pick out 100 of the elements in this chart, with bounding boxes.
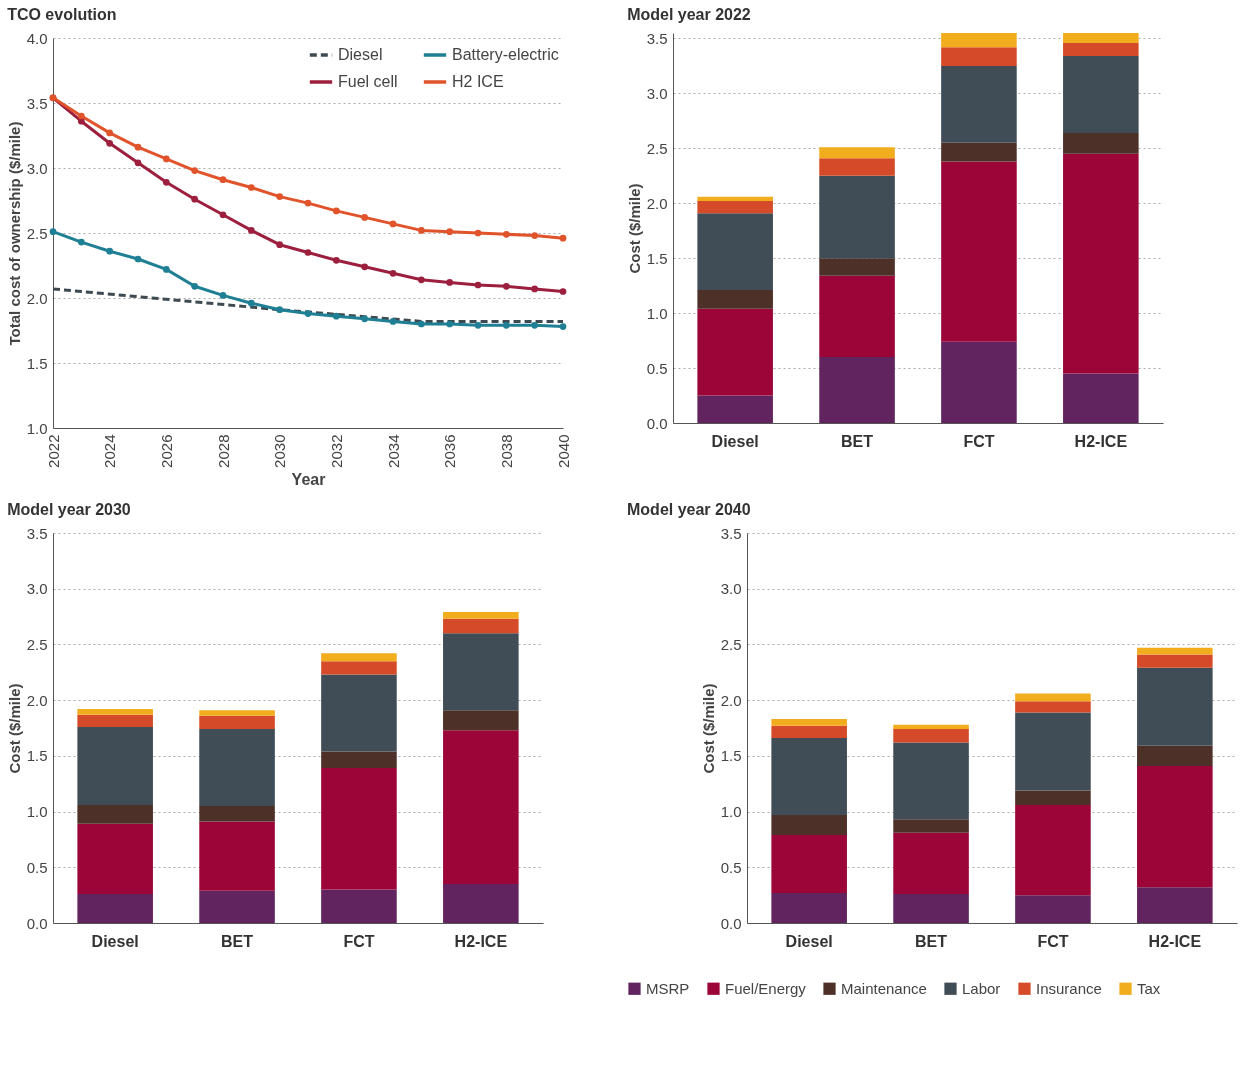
- point: [531, 321, 539, 329]
- bar: [199, 821, 275, 891]
- y-tick-label: 0.0: [646, 414, 668, 432]
- bar: [819, 147, 895, 159]
- y-axis-title: Cost ($/mile): [699, 683, 717, 774]
- bar: [77, 709, 153, 715]
- point: [474, 281, 482, 289]
- y-tick-label: 2.0: [26, 691, 48, 709]
- y-tick-label: 3.0: [26, 159, 48, 177]
- bar: [321, 768, 397, 890]
- point: [247, 299, 255, 307]
- bar: [443, 618, 519, 634]
- x-tick-label: Diesel: [91, 932, 139, 950]
- bar: [697, 201, 773, 214]
- y-tick-label: 1.5: [26, 747, 48, 765]
- bar: [819, 158, 895, 176]
- point: [389, 318, 397, 325]
- bar: [697, 196, 773, 202]
- point: [191, 167, 199, 174]
- bar: [819, 175, 895, 259]
- x-tick-label: 2030: [271, 434, 289, 468]
- bar: [941, 142, 1017, 162]
- y-tick-label: 1.5: [720, 747, 742, 765]
- x-tick-label: Diesel: [711, 432, 759, 450]
- point: [106, 129, 114, 137]
- bar: [77, 804, 153, 824]
- bar: [77, 714, 153, 727]
- x-tick-label: 2022: [44, 434, 62, 468]
- y-tick-label: 4.0: [26, 29, 48, 47]
- bar: [1015, 693, 1091, 702]
- point: [474, 321, 482, 329]
- point: [417, 227, 425, 234]
- point: [49, 228, 57, 236]
- x-tick-label: 2028: [214, 434, 232, 468]
- bar: [1063, 132, 1139, 154]
- bar: [1137, 667, 1213, 746]
- legend-label: Fuel cell: [338, 73, 398, 90]
- x-tick-label: BET: [915, 932, 948, 950]
- y-tick-label: 1.0: [720, 803, 742, 821]
- y-tick-label: 2.5: [26, 635, 48, 653]
- y-tick-label: 0.5: [720, 858, 742, 876]
- point: [474, 229, 482, 237]
- bar: [697, 213, 773, 291]
- y-tick-label: 1.0: [26, 419, 48, 437]
- point: [361, 214, 369, 221]
- y-tick-label: 3.5: [26, 524, 48, 542]
- bar: [1063, 56, 1139, 133]
- y-tick-label: 3.5: [720, 524, 742, 542]
- y-tick-label: 3.5: [26, 94, 48, 112]
- point: [417, 320, 425, 328]
- chart-title: Model year 2030: [7, 501, 131, 518]
- legend-label: Insurance: [1036, 979, 1102, 997]
- point: [389, 220, 397, 228]
- chart-title: Model year 2022: [627, 6, 751, 24]
- x-tick-label: BET: [221, 932, 254, 950]
- x-tick-label: H2-ICE: [1148, 932, 1202, 950]
- y-tick-label: 0.0: [26, 914, 48, 932]
- legend-label: Labor: [962, 979, 1001, 997]
- point: [191, 282, 199, 290]
- point: [361, 315, 369, 323]
- bar: [1015, 701, 1091, 713]
- bar: [77, 823, 153, 895]
- bar: [771, 892, 847, 923]
- bar: [1137, 745, 1213, 766]
- y-tick-label: 3.0: [646, 84, 668, 102]
- point: [162, 155, 170, 163]
- point: [531, 285, 539, 293]
- point: [276, 241, 284, 249]
- bar: [77, 726, 153, 805]
- point: [446, 228, 454, 236]
- y-axis-title: Cost ($/mile): [625, 183, 643, 274]
- point: [247, 227, 255, 234]
- point: [417, 276, 425, 284]
- bar: [771, 719, 847, 726]
- legend-label: Fuel/Energy: [725, 979, 807, 997]
- point: [276, 306, 284, 314]
- legend-label: H2 ICE: [452, 73, 504, 90]
- point: [134, 255, 142, 263]
- point: [219, 292, 227, 299]
- point: [446, 279, 454, 286]
- bar: [941, 341, 1017, 423]
- y-tick-label: 1.0: [646, 304, 668, 322]
- bar: [321, 751, 397, 769]
- point: [247, 184, 255, 191]
- point: [332, 207, 340, 215]
- bar: [941, 33, 1017, 48]
- y-axis-title: Total cost of ownership ($/mile): [5, 121, 23, 346]
- point: [389, 269, 397, 277]
- x-tick-label: 2038: [497, 434, 515, 468]
- x-tick-label: 2040: [554, 434, 572, 468]
- point: [304, 310, 312, 317]
- point: [162, 266, 170, 273]
- bar: [893, 819, 969, 833]
- point: [446, 320, 454, 328]
- y-tick-label: 3.5: [646, 29, 668, 47]
- bar: [1137, 647, 1213, 655]
- point: [559, 323, 567, 330]
- y-tick-label: 2.0: [26, 289, 48, 307]
- x-tick-label: FCT: [343, 932, 375, 950]
- x-tick-label: 2036: [441, 434, 459, 468]
